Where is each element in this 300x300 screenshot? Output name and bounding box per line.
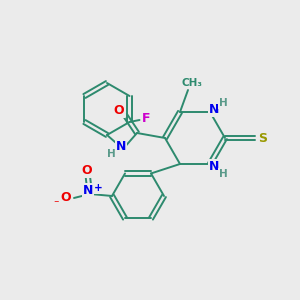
Text: N: N [209,160,219,173]
Text: O: O [82,164,92,178]
Text: +: + [94,183,102,193]
Text: ⁻: ⁻ [53,199,59,209]
Text: H: H [106,149,116,159]
Text: F: F [142,112,151,124]
Text: H: H [219,98,227,108]
Text: S: S [259,131,268,145]
Text: O: O [61,191,71,205]
Text: H: H [219,169,227,179]
Text: N: N [116,140,126,152]
Text: O: O [114,103,124,116]
Text: CH₃: CH₃ [182,78,203,88]
Text: N: N [83,184,93,197]
Text: N: N [209,103,219,116]
